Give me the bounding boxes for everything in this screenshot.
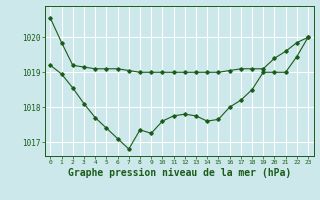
X-axis label: Graphe pression niveau de la mer (hPa): Graphe pression niveau de la mer (hPa) [68, 168, 291, 178]
